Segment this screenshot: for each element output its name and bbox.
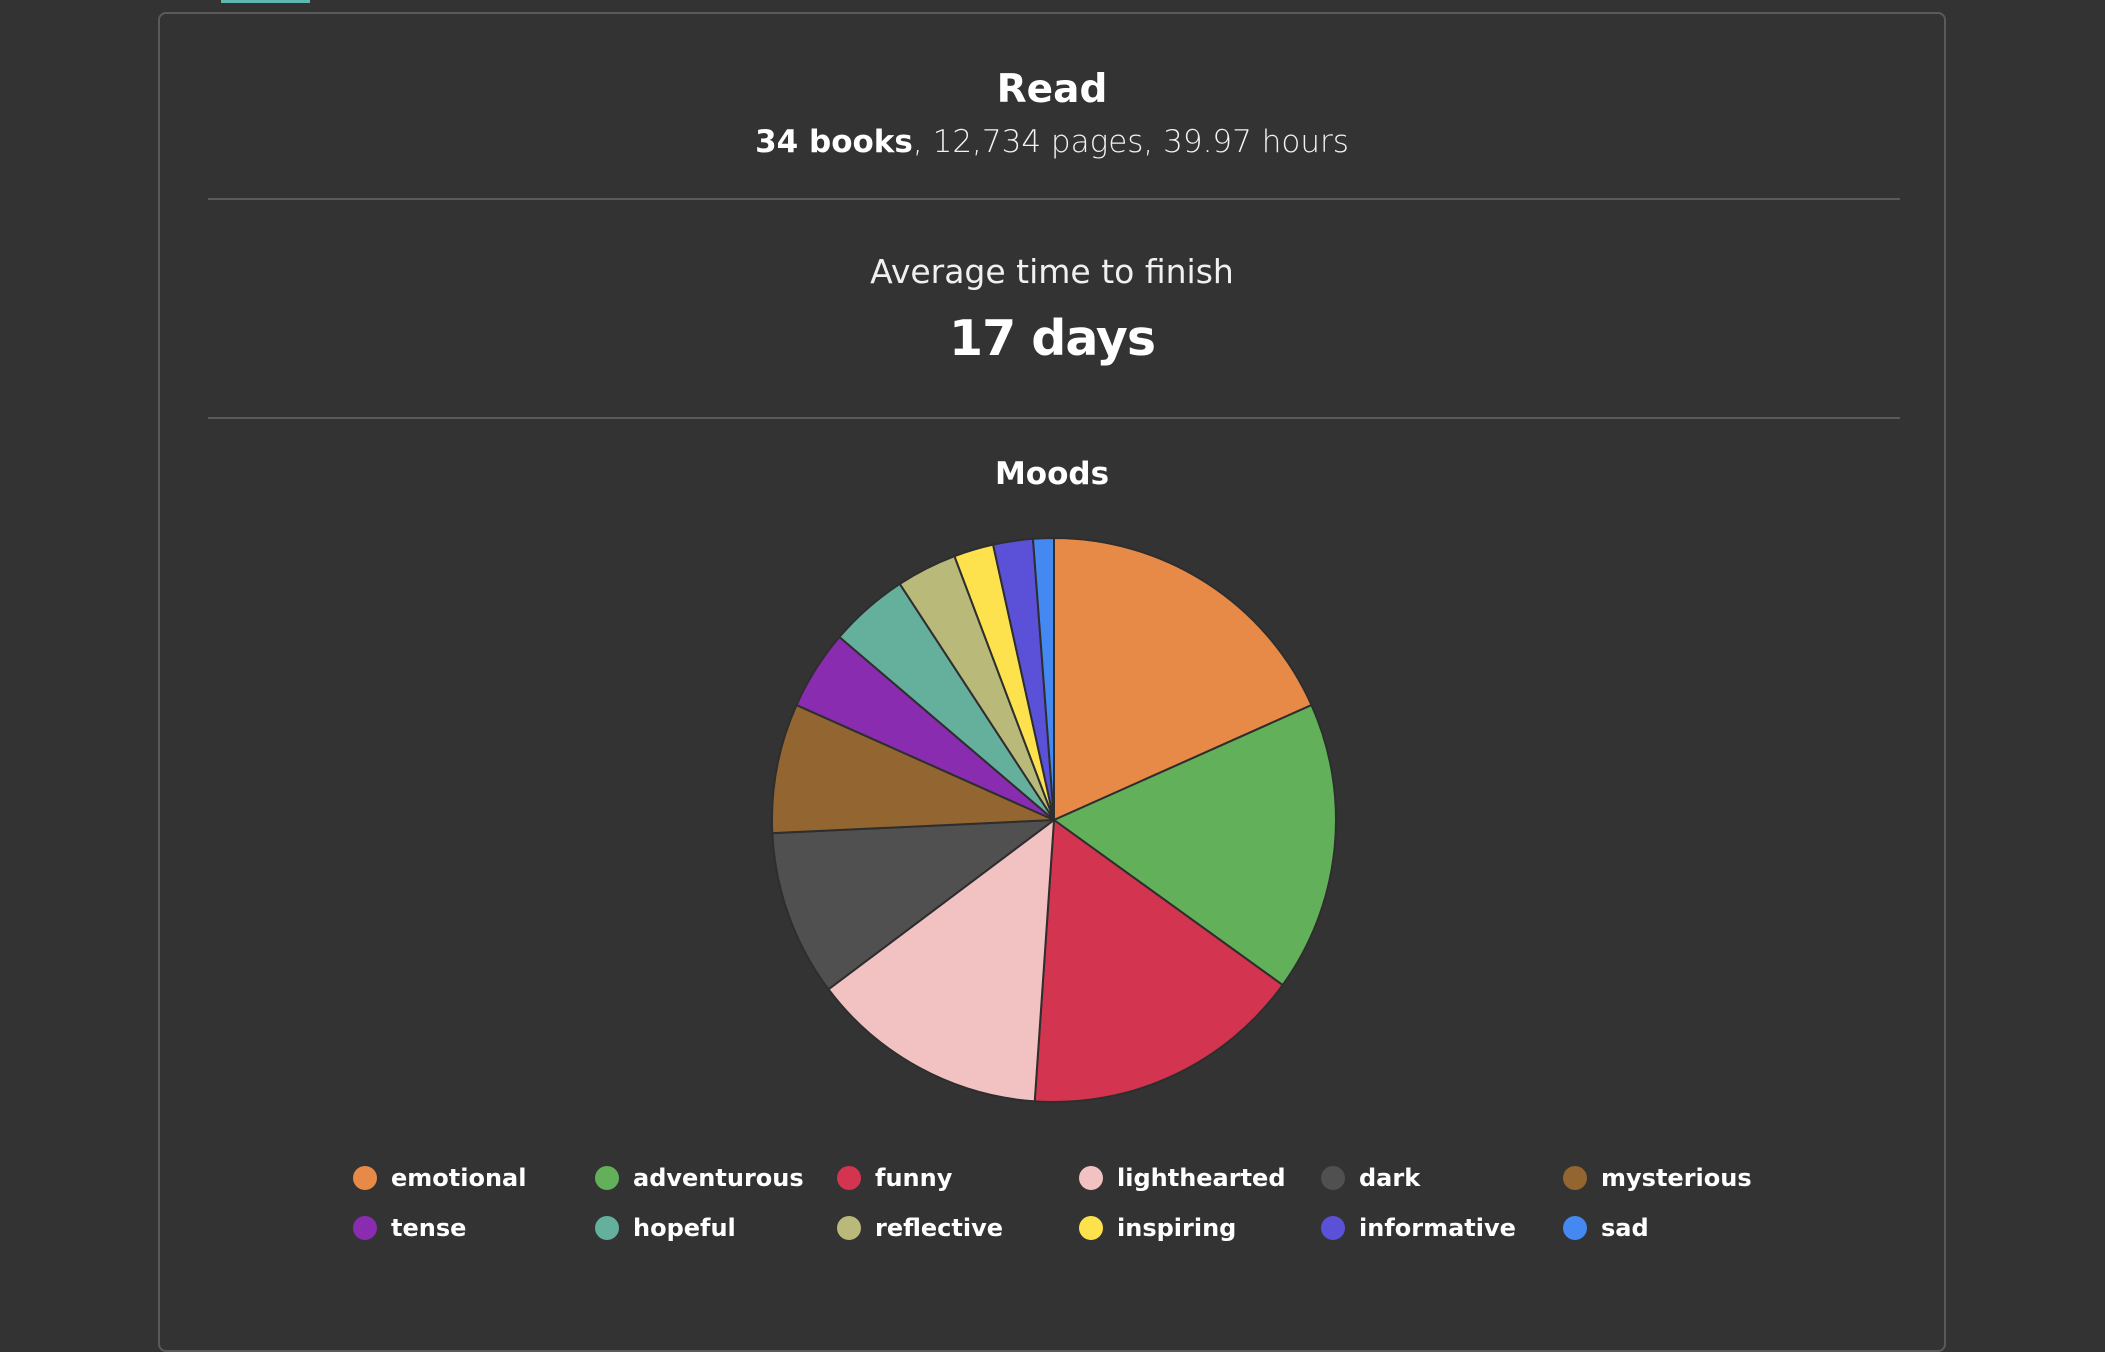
- legend-label: reflective: [875, 1214, 1004, 1242]
- pie-slice-dark[interactable]: [771, 818, 1058, 991]
- legend-swatch: [1079, 1166, 1103, 1190]
- legend-label: dark: [1359, 1164, 1421, 1192]
- pie-slice-funny[interactable]: [1033, 818, 1285, 1103]
- legend-item-inspiring[interactable]: inspiring: [1079, 1214, 1321, 1242]
- legend-label: hopeful: [633, 1214, 736, 1242]
- legend-swatch: [353, 1166, 377, 1190]
- stats-card: Read 34 books, 12,734 pages, 39.97 hours…: [158, 12, 1946, 1352]
- read-title: Read: [996, 67, 1108, 112]
- legend-label: lighthearted: [1117, 1164, 1286, 1192]
- legend-swatch: [1079, 1216, 1103, 1240]
- legend-label: informative: [1359, 1214, 1516, 1242]
- legend-item-reflective[interactable]: reflective: [837, 1214, 1079, 1242]
- read-summary: 34 books, 12,734 pages, 39.97 hours: [160, 124, 1944, 160]
- legend-item-adventurous[interactable]: adventurous: [595, 1164, 837, 1192]
- pie-slice-lighthearted[interactable]: [827, 817, 1056, 1103]
- moods-chart-title: Moods: [994, 456, 1110, 492]
- legend-item-tense[interactable]: tense: [353, 1214, 595, 1242]
- legend-label: inspiring: [1117, 1214, 1237, 1242]
- legend-item-informative[interactable]: informative: [1321, 1214, 1563, 1242]
- moods-pie-chart: [771, 536, 1337, 1103]
- average-time-value: 17 days: [949, 310, 1156, 367]
- legend-label: mysterious: [1601, 1164, 1752, 1192]
- legend-swatch: [595, 1166, 619, 1190]
- legend-item-hopeful[interactable]: hopeful: [595, 1214, 837, 1242]
- legend-swatch: [1563, 1216, 1587, 1240]
- legend-swatch: [1321, 1166, 1345, 1190]
- divider: [208, 198, 1900, 200]
- moods-legend: emotional adventurous funny lighthearted dar…: [353, 1164, 1803, 1242]
- active-tab-indicator: [221, 0, 310, 3]
- legend-item-sad[interactable]: sad: [1563, 1214, 1805, 1242]
- legend-label: sad: [1601, 1214, 1649, 1242]
- legend-item-lighthearted[interactable]: lighthearted: [1079, 1164, 1321, 1192]
- pie-slice-adventurous[interactable]: [1052, 703, 1337, 987]
- pie-slice-emotional[interactable]: [1053, 536, 1313, 822]
- read-details: , 12,734 pages, 39.97 hours: [912, 124, 1349, 160]
- legend-swatch: [1321, 1216, 1345, 1240]
- average-time-label: Average time to finish: [870, 252, 1234, 291]
- pie-slice-sad[interactable]: [1031, 536, 1055, 821]
- legend-swatch: [1563, 1166, 1587, 1190]
- legend-label: emotional: [391, 1164, 527, 1192]
- book-count: 34 books: [755, 124, 913, 160]
- legend-item-emotional[interactable]: emotional: [353, 1164, 595, 1192]
- legend-swatch: [353, 1216, 377, 1240]
- legend-swatch: [595, 1216, 619, 1240]
- legend-item-funny[interactable]: funny: [837, 1164, 1079, 1192]
- legend-item-mysterious[interactable]: mysterious: [1563, 1164, 1805, 1192]
- legend-swatch: [837, 1216, 861, 1240]
- legend-swatch: [837, 1166, 861, 1190]
- pie-slice-mysterious[interactable]: [771, 703, 1055, 835]
- divider: [208, 417, 1900, 419]
- legend-item-dark[interactable]: dark: [1321, 1164, 1563, 1192]
- legend-label: tense: [391, 1214, 467, 1242]
- legend-label: adventurous: [633, 1164, 804, 1192]
- legend-label: funny: [875, 1164, 953, 1192]
